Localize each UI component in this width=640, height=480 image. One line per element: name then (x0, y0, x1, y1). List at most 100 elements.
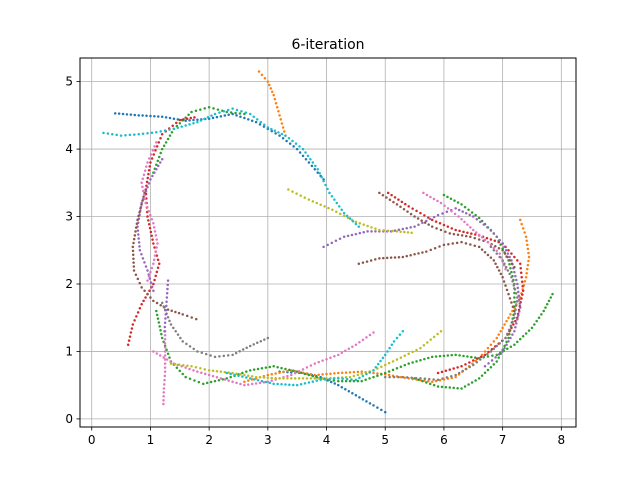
data-point (411, 361, 414, 364)
data-point (260, 73, 264, 77)
data-point (438, 354, 442, 358)
data-point (309, 364, 313, 367)
data-point (345, 377, 349, 381)
data-point (138, 307, 142, 310)
data-point (221, 378, 225, 381)
data-point (175, 121, 178, 125)
data-point (508, 255, 511, 259)
data-point (190, 365, 193, 368)
data-point (337, 383, 340, 387)
data-point (387, 373, 391, 377)
data-point (440, 370, 444, 374)
data-point (154, 149, 157, 152)
data-point (340, 385, 344, 389)
x-tick-label: 8 (558, 433, 566, 447)
data-point (280, 122, 284, 125)
data-point (263, 338, 266, 341)
data-point (152, 350, 155, 353)
data-point (457, 371, 461, 375)
data-point (146, 292, 149, 296)
data-point (237, 374, 240, 377)
data-point (495, 249, 499, 253)
data-point (315, 379, 318, 382)
x-tick-label: 6 (440, 433, 448, 447)
data-point (260, 367, 264, 370)
data-point (169, 362, 173, 365)
data-point (113, 112, 117, 115)
data-point (368, 370, 372, 374)
data-point (361, 261, 365, 264)
data-point (333, 372, 336, 375)
data-point (520, 297, 523, 300)
data-point (524, 275, 528, 279)
data-point (419, 211, 422, 215)
data-point (188, 377, 192, 381)
data-point (153, 230, 157, 233)
data-point (155, 130, 158, 134)
data-point (434, 220, 438, 223)
data-point (439, 201, 443, 205)
data-point (248, 377, 252, 380)
data-point (274, 372, 277, 375)
data-point (229, 375, 232, 379)
data-point (231, 380, 234, 384)
data-point (407, 352, 410, 356)
data-point (344, 371, 348, 374)
data-point (144, 265, 148, 268)
data-point (250, 119, 254, 122)
data-point (442, 243, 446, 247)
data-point (301, 368, 305, 371)
data-point (376, 374, 379, 377)
data-point (489, 228, 493, 232)
data-point (132, 237, 136, 241)
data-point (454, 228, 457, 232)
data-point (460, 234, 464, 237)
x-tick-label: 2 (205, 433, 213, 447)
data-point (473, 236, 476, 240)
data-point (477, 216, 481, 220)
data-point (135, 315, 138, 318)
data-point (147, 275, 151, 278)
data-point (149, 161, 152, 164)
data-point (502, 280, 506, 283)
data-point (162, 398, 165, 402)
data-point (388, 375, 391, 379)
data-point (149, 230, 153, 234)
data-point (521, 293, 524, 296)
data-point (521, 289, 525, 292)
data-point (262, 381, 266, 384)
data-point (140, 181, 143, 185)
data-point (160, 336, 164, 340)
data-point (292, 369, 295, 373)
data-point (406, 231, 410, 234)
data-point (142, 193, 146, 197)
data-point (153, 278, 156, 282)
data-point (472, 359, 475, 362)
data-point (362, 223, 365, 226)
data-point (156, 159, 160, 163)
data-point (326, 243, 329, 247)
data-point (155, 309, 158, 313)
data-point (135, 222, 139, 226)
data-point (438, 222, 442, 225)
data-point (227, 371, 230, 374)
data-point (159, 303, 162, 307)
data-point (136, 311, 140, 314)
data-point (463, 385, 467, 388)
data-point (169, 323, 173, 326)
data-point (197, 380, 201, 384)
data-point (477, 245, 481, 249)
data-point (507, 316, 510, 319)
data-point (290, 369, 293, 372)
data-point (380, 365, 383, 368)
data-point (243, 383, 246, 387)
data-point (513, 329, 516, 333)
data-point (166, 137, 170, 141)
data-point (475, 357, 479, 360)
data-point (358, 396, 361, 399)
data-point (278, 114, 281, 117)
data-point (153, 145, 156, 148)
data-point (402, 207, 406, 211)
data-point (507, 336, 510, 340)
data-point (293, 369, 297, 373)
